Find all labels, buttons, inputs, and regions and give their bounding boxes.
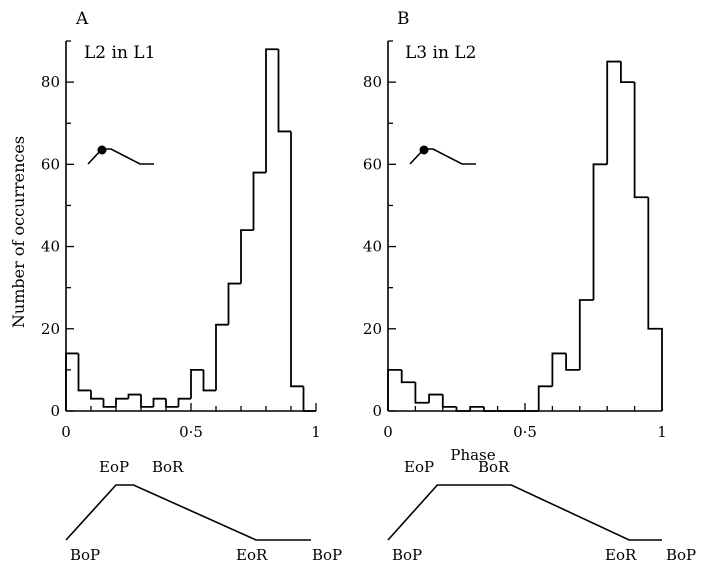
pa-inset-trace (87, 148, 154, 165)
pb-cycle-marker-bop: BoP (666, 546, 696, 564)
panel-b-title: L3 in L2 (405, 43, 476, 63)
panel-b-histogram (387, 60, 663, 412)
pb-histogram-bin (441, 394, 457, 408)
pb-cycle-marker-eop: EoP (404, 458, 434, 476)
pb-histogram-bin (565, 353, 580, 371)
pa-inset-dot (97, 145, 107, 155)
pa-cycle-trace (65, 484, 311, 541)
pa-histogram-bin (215, 323, 229, 391)
x-axis-label: Phase (450, 446, 495, 464)
pb-histogram-bin (620, 61, 635, 84)
panel-b-inset-waveform (409, 145, 476, 165)
pa-cycle-marker-eop: EoP (99, 458, 129, 476)
pb-histogram-bin (387, 368, 402, 411)
panel-a-title: L2 in L1 (84, 43, 155, 63)
pa-histogram-bin (265, 48, 279, 173)
pb-histogram-bin (483, 406, 498, 412)
pb-histogram-bin (606, 60, 621, 165)
pb-histogram-bin (428, 393, 443, 403)
pb-histogram-bin (647, 197, 663, 411)
pa-histogram-bin (102, 398, 116, 408)
pa-cycle-marker-bop: BoP (70, 546, 100, 564)
pa-histogram-bin (302, 386, 316, 412)
pa-histogram-bin (140, 394, 154, 408)
panel-b-letter: B (397, 9, 410, 29)
pa-x-tick-label: 0 (61, 423, 71, 441)
pb-inset-dot (419, 145, 429, 155)
pb-x-tick-label: 1 (657, 423, 667, 441)
pa-histogram-bin (65, 352, 79, 411)
pa-histogram-bin (177, 397, 191, 407)
pa-histogram-bin (127, 393, 141, 399)
pb-cycle-marker-eor: EoR (605, 546, 637, 564)
pb-inset-trace (409, 148, 476, 165)
pa-histogram-bin (240, 229, 254, 284)
pa-x-tick-label: 0·5 (179, 423, 203, 441)
pb-y-tick-label: 0 (372, 402, 382, 420)
panel-a-inset-waveform (87, 145, 154, 165)
pb-y-tick-label: 80 (363, 73, 382, 91)
pb-x-tick-label: 0·5 (513, 423, 537, 441)
pa-histogram-bin (252, 171, 266, 231)
pa-histogram-bin (152, 397, 166, 407)
pa-cycle-marker-bor: BoR (152, 458, 184, 476)
y-axis-label: Number of occurrences (9, 136, 28, 328)
pb-y-tick-label: 60 (363, 155, 382, 173)
panel-a-cycle-diagram: BoP EoP BoR EoR BoP (65, 458, 342, 564)
pa-y-tick-label: 80 (41, 73, 60, 91)
pa-histogram-bin (290, 131, 304, 388)
pb-histogram-bin (592, 163, 608, 300)
pb-histogram-bin (578, 299, 594, 370)
pb-y-tick-label: 20 (363, 320, 382, 338)
pb-histogram-bin (400, 369, 416, 384)
pa-y-tick-label: 20 (41, 320, 60, 338)
panel-a-letter: A (75, 9, 89, 29)
pb-y-tick-label: 40 (363, 238, 382, 256)
pb-x-tick-label: 0 (383, 423, 393, 441)
pa-histogram-bin (202, 369, 216, 392)
pa-y-tick-label: 60 (41, 155, 60, 173)
pb-histogram-bin (551, 352, 567, 387)
pa-x-tick-label: 1 (311, 423, 321, 441)
pb-cycle-marker-bop: BoP (392, 546, 422, 564)
pa-histogram-bin (90, 390, 104, 400)
pb-histogram-bin (537, 385, 553, 411)
pa-histogram-bin (190, 368, 204, 399)
pa-histogram-bin (115, 397, 129, 407)
panel-a-histogram (65, 48, 316, 412)
pa-histogram-bin (227, 282, 241, 325)
pb-histogram-bin (414, 382, 430, 404)
pa-histogram-bin (165, 398, 179, 408)
pb-histogram-bin (455, 406, 471, 412)
pb-cycle-trace (387, 484, 662, 541)
pa-histogram-bin (277, 49, 291, 133)
pa-y-tick-label: 0 (50, 402, 60, 420)
pa-cycle-marker-eor: EoR (236, 546, 268, 564)
pa-cycle-marker-bop: BoP (312, 546, 342, 564)
pb-cycle-marker-bor: BoR (478, 458, 510, 476)
pa-histogram-bin (77, 353, 91, 392)
pa-y-tick-label: 40 (41, 238, 60, 256)
panel-b-axes: 0 20 40 60 80 0 0·5 1 (363, 40, 667, 441)
pb-histogram-bin (469, 405, 484, 411)
pb-histogram-bin (633, 82, 649, 199)
panel-b-cycle-diagram: BoP EoP BoR EoR BoP (387, 458, 696, 564)
